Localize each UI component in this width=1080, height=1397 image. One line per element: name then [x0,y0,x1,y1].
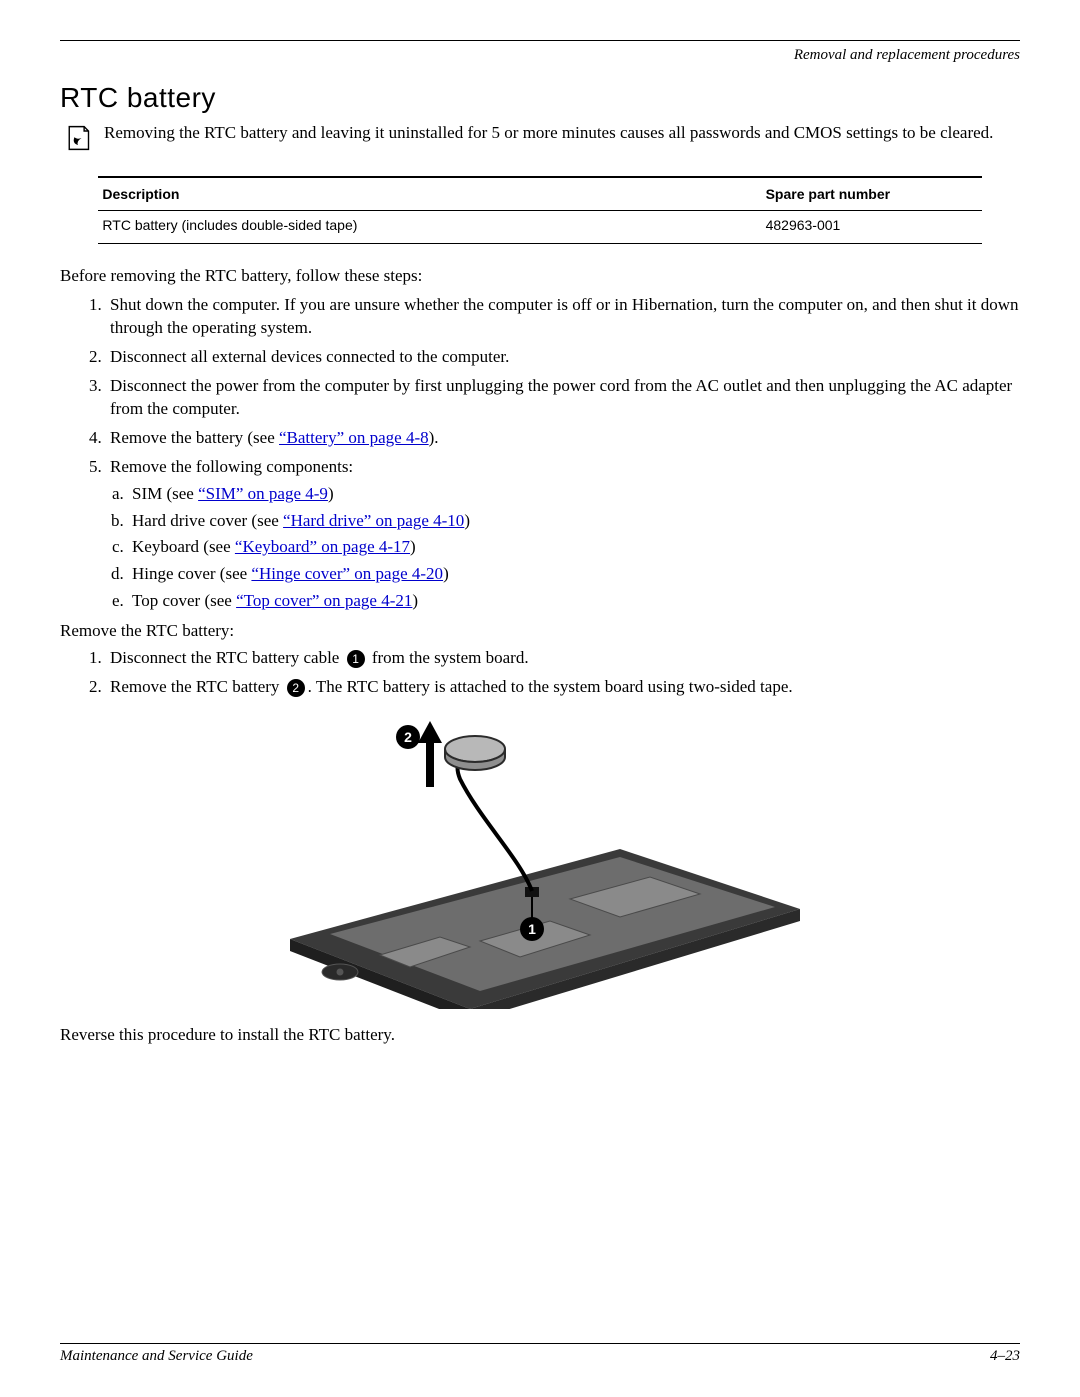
remove-steps: Disconnect the RTC battery cable 1 from … [106,647,1020,699]
callout-1-inline: 1 [347,650,365,668]
text: ) [410,537,416,556]
text: Hard drive cover (see [132,511,283,530]
list-item: Disconnect all external devices connecte… [106,346,1020,369]
link-keyboard[interactable]: “Keyboard” on page 4-17 [235,537,410,556]
list-item: SIM (see “SIM” on page 4-9) [128,483,1020,506]
list-item: Disconnect the power from the computer b… [106,375,1020,421]
text: Remove the RTC battery [110,677,284,696]
table-row: RTC battery (includes double-sided tape)… [98,211,981,244]
header-breadcrumb: Removal and replacement procedures [60,47,1020,64]
footer-left: Maintenance and Service Guide [60,1348,253,1365]
figure-callout-1: 1 [528,921,536,937]
text: Top cover (see [132,591,236,610]
list-item: Hinge cover (see “Hinge cover” on page 4… [128,563,1020,586]
callout-2-inline: 2 [287,679,305,697]
col-description: Description [98,177,761,211]
parts-table: Description Spare part number RTC batter… [98,176,981,244]
figure-callout-2: 2 [404,729,412,745]
text: Remove the battery (see [110,428,279,447]
remove-heading: Remove the RTC battery: [60,621,1020,641]
link-hinge-cover[interactable]: “Hinge cover” on page 4-20 [251,564,443,583]
rtc-battery-figure: 2 1 [270,709,810,1009]
table-header-row: Description Spare part number [98,177,981,211]
text: Remove the following components: [110,457,353,476]
list-item: Remove the following components: SIM (se… [106,456,1020,614]
text: Keyboard (see [132,537,235,556]
header-rule [60,40,1020,41]
intro-text: Before removing the RTC battery, follow … [60,266,1020,286]
link-top-cover[interactable]: “Top cover” on page 4-21 [236,591,412,610]
list-item: Remove the battery (see “Battery” on pag… [106,427,1020,450]
note-text: Removing the RTC battery and leaving it … [104,122,993,145]
cell-spare-part: 482963-001 [762,211,982,244]
list-item: Remove the RTC battery 2. The RTC batter… [106,676,1020,699]
text: Disconnect the RTC battery cable [110,648,344,667]
note-icon [64,124,92,152]
text: . The RTC battery is attached to the sys… [308,677,793,696]
text: from the system board. [368,648,529,667]
text: ) [328,484,334,503]
footer-right: 4–23 [990,1348,1020,1365]
closing-text: Reverse this procedure to install the RT… [60,1025,1020,1045]
note: Removing the RTC battery and leaving it … [60,122,1020,152]
list-item: Disconnect the RTC battery cable 1 from … [106,647,1020,670]
link-hard-drive[interactable]: “Hard drive” on page 4-10 [283,511,464,530]
cell-description: RTC battery (includes double-sided tape) [98,211,761,244]
text: ) [464,511,470,530]
link-sim[interactable]: “SIM” on page 4-9 [198,484,328,503]
col-spare-part: Spare part number [762,177,982,211]
text: ). [429,428,439,447]
list-item: Top cover (see “Top cover” on page 4-21) [128,590,1020,613]
page-title: RTC battery [60,82,1020,114]
text: SIM (see [132,484,198,503]
text: ) [443,564,449,583]
text: ) [412,591,418,610]
text: Hinge cover (see [132,564,251,583]
sub-steps: SIM (see “SIM” on page 4-9) Hard drive c… [128,483,1020,614]
footer: Maintenance and Service Guide 4–23 [60,1343,1020,1365]
page: Removal and replacement procedures RTC b… [0,0,1080,1397]
list-item: Hard drive cover (see “Hard drive” on pa… [128,510,1020,533]
prep-steps: Shut down the computer. If you are unsur… [106,294,1020,613]
list-item: Shut down the computer. If you are unsur… [106,294,1020,340]
link-battery[interactable]: “Battery” on page 4-8 [279,428,429,447]
list-item: Keyboard (see “Keyboard” on page 4-17) [128,536,1020,559]
